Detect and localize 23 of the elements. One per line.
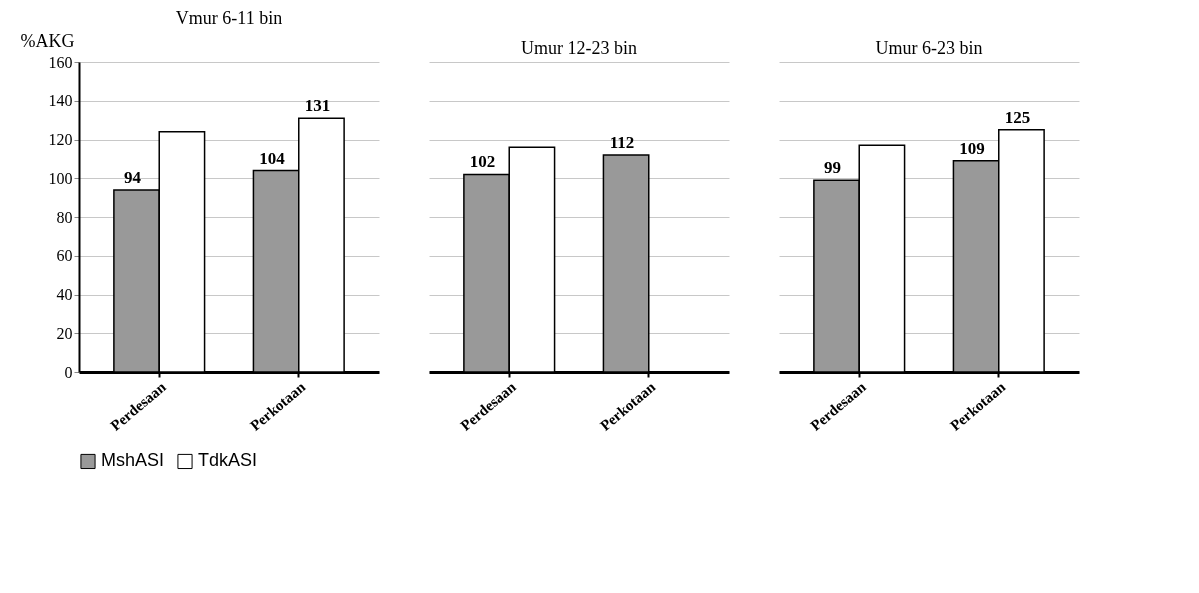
y-tick-label: 120: [48, 131, 73, 148]
chart-title: Umur 6-23 bin: [875, 38, 983, 58]
data-label: 104: [259, 148, 286, 168]
data-label: 99: [824, 158, 842, 178]
y-tick-label: 40: [56, 286, 73, 303]
legend-label: TdkASI: [198, 450, 258, 471]
y-tick-label: 160: [48, 53, 73, 71]
legend-label: MshASI: [101, 450, 165, 471]
y-axis-title: %AKG: [20, 30, 75, 51]
y-tick-label: 80: [56, 208, 73, 226]
y-tick-label: 100: [48, 169, 73, 187]
data-label: 94: [124, 167, 142, 187]
data-label: 102: [469, 152, 496, 172]
chart-title: Vmur 6-11 bin: [175, 8, 283, 28]
y-tick-label: 60: [56, 247, 73, 265]
data-label: 109: [959, 138, 985, 158]
y-tick-label: 0: [64, 363, 73, 381]
y-tick-label: 20: [56, 324, 73, 342]
chart-title: Umur 12-23 bin: [521, 38, 637, 58]
y-tick-label: 140: [48, 92, 73, 110]
data-label: 125: [1004, 107, 1031, 127]
data-label: 112: [609, 133, 635, 152]
data-label: 131: [304, 96, 331, 116]
